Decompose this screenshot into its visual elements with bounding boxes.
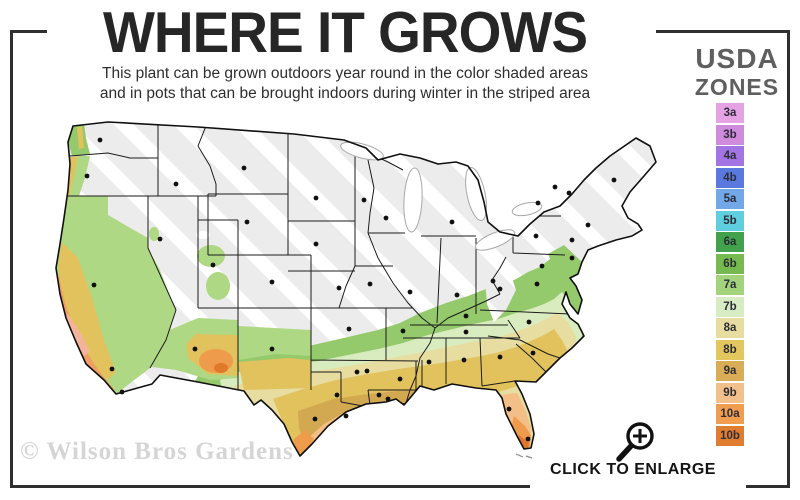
legend-zone-5b: 5b [716,210,744,231]
city-dot [157,236,163,242]
legend-zone-10a: 10a [716,404,744,424]
frame-bottom-right [746,485,790,488]
city-dot [354,369,360,375]
city-dot [361,197,367,203]
frame-top-left [10,30,47,33]
click-to-enlarge-button[interactable]: CLICK TO ENLARGE [550,461,716,478]
legend-zone-7b: 7b [716,296,744,317]
city-dot [343,413,349,419]
city-dot [454,292,460,298]
legend-zone-9b: 9b [716,382,744,403]
subtitle: This plant can be grown outdoors year ro… [30,64,660,104]
city-dot [119,389,125,395]
legend-heading-zones: ZONES [694,74,780,100]
city-dot [367,281,373,287]
city-dot [566,190,572,196]
city-dot [552,184,558,190]
city-dot [173,181,179,187]
city-dot [539,263,545,269]
city-dot [269,346,275,352]
city-dot [611,177,617,183]
legend-zone-10b: 10b [716,425,744,446]
city-dot [497,286,503,292]
city-dot [461,357,467,363]
city-dot [312,416,318,422]
watermark-copyright: © Wilson Bros Gardens [20,438,294,465]
city-dot [313,241,319,247]
city-dot [269,279,275,285]
city-dot [97,137,103,143]
city-dot [400,328,406,334]
city-dot [506,406,512,412]
city-dot [407,289,413,295]
city-dot [525,436,531,442]
city-dot [364,368,370,374]
lake-ontario [511,201,543,217]
usda-zone-map[interactable] [48,118,668,466]
city-dot [497,354,503,360]
page-title: WHERE IT GROWS [102,0,588,65]
legend-zone-8a: 8a [716,318,744,338]
city-dot [376,392,382,398]
city-dot [463,329,469,335]
frame-bottom-left [10,485,530,488]
legend-zone-3a: 3a [716,103,744,123]
city-dot [490,278,496,284]
legend-zone-7a: 7a [716,275,744,295]
city-dot [463,313,469,319]
city-dot [109,366,115,372]
legend-zone-6b: 6b [716,253,744,274]
city-dot [569,255,575,261]
frame-right [787,30,790,488]
legend-zone-5a: 5a [716,189,744,209]
subtitle-line-1: This plant can be grown outdoors year ro… [102,65,588,82]
lake-huron [465,167,487,221]
city-dots [84,137,617,442]
city-dot [334,392,340,398]
city-dot [91,282,97,288]
state-borders [56,125,571,407]
magnifier-icon[interactable] [610,418,662,468]
city-dot [192,346,198,352]
legend-zone-8b: 8b [716,339,744,360]
city-dot [241,165,247,171]
legend-heading-usda: USDA [695,43,779,74]
legend-zone-3b: 3b [716,124,744,145]
city-dot [449,219,455,225]
us-outline [55,121,657,457]
florida-keys [515,453,533,459]
subtitle-line-2: and in pots that can be brought indoors … [99,85,591,102]
lake-erie [474,229,516,251]
city-dot [569,237,575,243]
city-dot [336,285,342,291]
city-dot [210,262,216,268]
usda-zone-legend: 3a 3b 4a 4b 5a 5b 6a 6b 7a 7b 8a 8b 9a 9b 10a 10b [716,103,744,447]
frame-top-right [656,30,790,33]
legend-heading: USDA ZONES [676,43,798,101]
map-land [56,122,656,456]
city-dot [397,376,403,382]
city-dot [84,173,90,179]
legend-zone-4a: 4a [716,146,744,166]
city-dot [346,326,352,332]
city-dot [585,222,591,228]
city-dot [535,200,541,206]
city-dot [383,215,389,221]
legend-zone-4b: 4b [716,167,744,188]
city-dot [385,396,391,402]
legend-zone-9a: 9a [716,361,744,381]
legend-zone-6a: 6a [716,232,744,252]
lake-michigan [403,167,423,233]
city-dot [530,350,536,356]
city-dot [313,195,319,201]
frame-left [10,30,13,488]
city-dot [533,233,539,239]
city-dot [534,281,540,287]
city-dot [244,219,250,225]
city-dot [526,319,532,325]
city-dot [426,359,432,365]
